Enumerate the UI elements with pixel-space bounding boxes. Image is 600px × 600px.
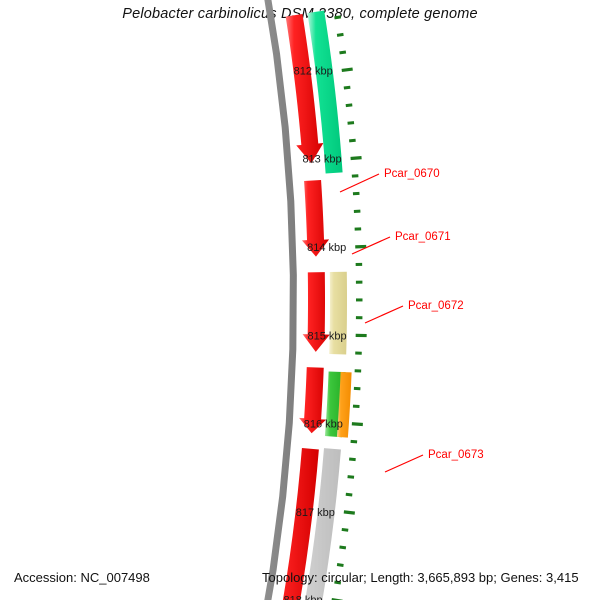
accession-status: Accession: NC_007498 xyxy=(14,570,150,585)
gene-label-pcar_0673[interactable]: Pcar_0673 xyxy=(428,449,484,461)
gene-feature[interactable] xyxy=(292,448,341,600)
backbone-rail xyxy=(264,0,297,600)
ruler-minor-tick xyxy=(336,32,344,37)
ruler-tick-label: 816 kbp xyxy=(304,419,343,431)
gene-label-leader-line xyxy=(364,305,404,324)
ruler-minor-tick xyxy=(334,15,342,20)
page-title: Pelobacter carbinolicus DSM 2380, comple… xyxy=(122,6,478,22)
ruler-minor-tick xyxy=(339,545,347,550)
gene-label-layer[interactable]: Pcar_0670 Pcar_0671 Pcar_0672 Pcar_0673 xyxy=(339,168,484,473)
ruler-minor-tick xyxy=(349,457,356,462)
coordinate-tick-labels: 812 kbp 813 kbp 814 kbp 815 kbp 816 kbp 817 k… xyxy=(284,65,347,600)
ruler-tick-label: 815 kbp xyxy=(308,330,347,342)
ruler-minor-tick xyxy=(341,527,349,532)
ruler-minor-tick xyxy=(345,103,353,108)
ruler-tick-label: 817 kbp xyxy=(296,507,335,519)
genome-backbone xyxy=(264,0,297,600)
gene-label-leader-line xyxy=(339,173,380,193)
ruler-tick-label: 812 kbp xyxy=(294,65,333,77)
ruler-tick-label: 813 kbp xyxy=(302,153,341,165)
gene-label-pcar_0670[interactable]: Pcar_0670 xyxy=(384,168,440,180)
gene-feature[interactable] xyxy=(302,272,330,352)
gene-label-pcar_0672[interactable]: Pcar_0672 xyxy=(408,300,464,312)
ruler-minor-tick xyxy=(347,121,355,125)
gene-feature-pcar_0670[interactable] xyxy=(301,179,330,257)
gene-feature-pcar_0671[interactable] xyxy=(329,271,347,355)
ruler-major-tick xyxy=(341,67,353,73)
ruler-minor-tick xyxy=(339,50,347,55)
ruler-minor-tick xyxy=(345,492,353,497)
ruler-minor-tick xyxy=(336,563,344,567)
ruler-tick-label: 818 kbp xyxy=(284,595,323,600)
ruler-minor-tick xyxy=(343,85,351,90)
gene-label-leader-line xyxy=(351,236,391,255)
ruler-tick-label: 814 kbp xyxy=(307,242,346,254)
gene-feature[interactable] xyxy=(285,13,324,164)
ruler-major-tick xyxy=(351,422,363,427)
ruler-minor-tick xyxy=(334,580,342,585)
ruler-major-tick xyxy=(350,156,362,161)
coordinate-ruler xyxy=(331,15,367,600)
genome-stats-status: Topology: circular; Length: 3,665,893 bp… xyxy=(262,570,579,585)
gene-feature[interactable] xyxy=(307,10,343,174)
ruler-major-tick xyxy=(343,510,355,515)
gene-label-leader-line xyxy=(384,454,424,473)
gene-features-layer[interactable] xyxy=(263,10,352,600)
ruler-minor-tick xyxy=(347,475,355,479)
ruler-minor-tick xyxy=(349,138,356,143)
gene-feature-pcar_0673[interactable] xyxy=(270,448,319,600)
gene-label-pcar_0671[interactable]: Pcar_0671 xyxy=(395,231,451,243)
gene-feature-pcar_0672[interactable] xyxy=(336,371,352,438)
gene-feature[interactable] xyxy=(299,367,327,434)
